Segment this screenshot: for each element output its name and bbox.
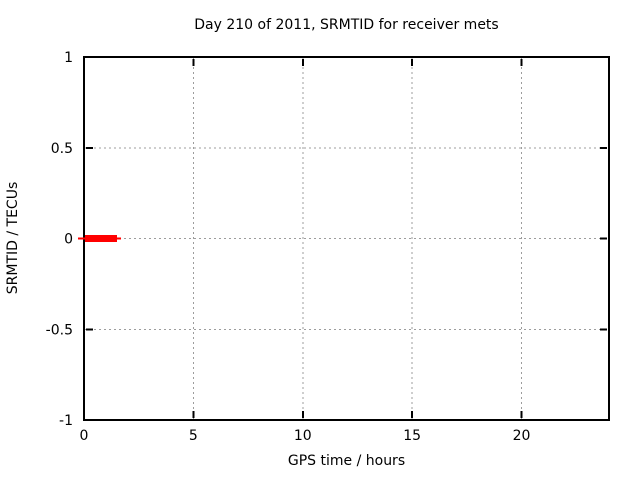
data-series-srmtid — [85, 235, 118, 242]
y-tick-label: 0.5 — [51, 141, 73, 157]
y-tick-label: -0.5 — [46, 322, 73, 338]
x-tick-label: 5 — [189, 428, 198, 444]
x-tick-label: 10 — [294, 428, 312, 444]
x-axis-label: GPS time / hours — [287, 453, 406, 469]
x-tick-label: 20 — [513, 428, 531, 444]
y-tick-label: -1 — [59, 413, 73, 429]
x-tick-label: 15 — [403, 428, 421, 444]
x-tick-label: 0 — [80, 428, 89, 444]
y-tick-label: 1 — [64, 50, 73, 66]
y-tick-label: 0 — [64, 232, 73, 248]
chart-title: Day 210 of 2011, SRMTID for receiver met… — [194, 17, 499, 33]
